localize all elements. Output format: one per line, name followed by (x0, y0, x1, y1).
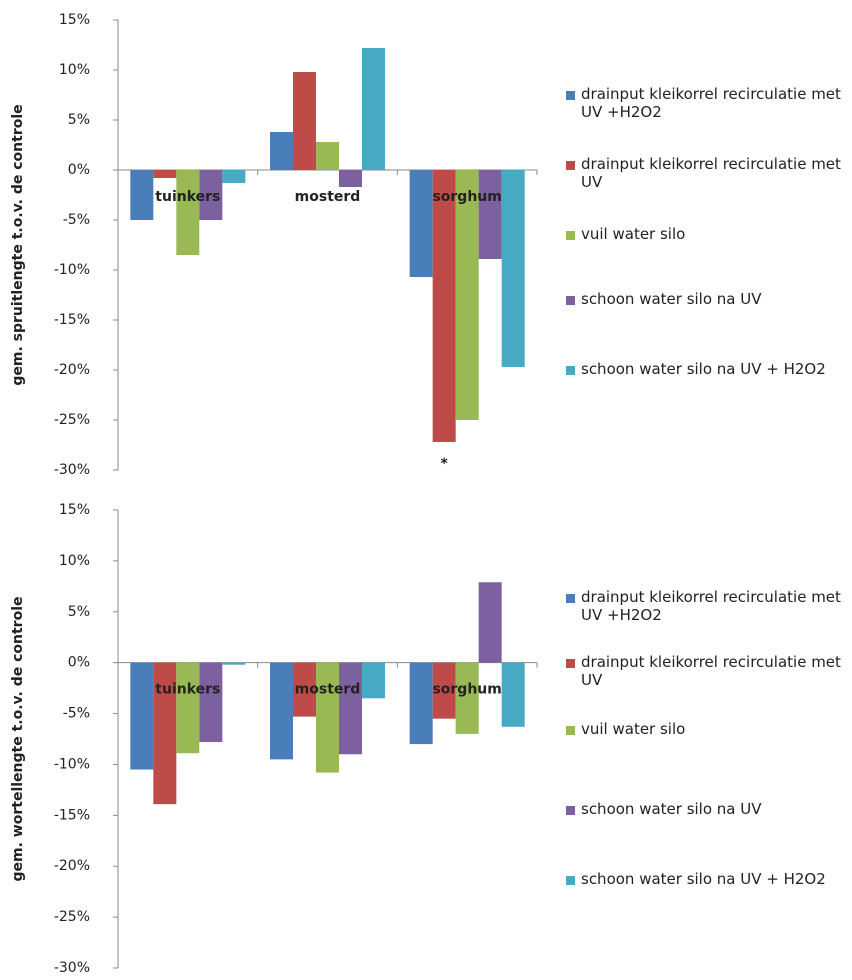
bar (362, 48, 385, 170)
y-tick-label: -15% (54, 312, 90, 328)
bar (199, 170, 223, 220)
y-tick-label: 10% (59, 62, 90, 78)
y-tick-label: 15% (59, 12, 90, 28)
category-label: mosterd (295, 682, 361, 698)
bar (455, 170, 479, 420)
y-tick-label: -15% (54, 807, 90, 823)
bar (176, 662, 200, 754)
bar (409, 170, 433, 277)
legend-label: drainput kleikorrel recirculatie met UV (581, 155, 841, 191)
legend-item: drainput kleikorrel recirculatie met UV (566, 653, 848, 689)
y-axis-label: gem. spruitlengte t.o.v. de controle (10, 104, 26, 385)
y-tick-label: 15% (59, 502, 90, 518)
bar (130, 662, 154, 770)
legend-item: schoon water silo na UV (566, 800, 848, 818)
legend-swatch (566, 659, 575, 668)
bar (501, 170, 525, 367)
category-label: sorghum (432, 189, 501, 205)
legend-swatch (566, 876, 575, 885)
bar (478, 582, 502, 663)
y-tick-label: -10% (54, 262, 90, 278)
bar (316, 662, 339, 773)
y-tick-label: -5% (63, 212, 90, 228)
legend-item: vuil water silo (566, 225, 848, 243)
y-tick-label: 0% (68, 162, 90, 178)
legend-label: drainput kleikorrel recirculatie met UV … (581, 85, 841, 121)
y-tick-label: -20% (54, 858, 90, 874)
legend-swatch (566, 296, 575, 305)
legend-label: drainput kleikorrel recirculatie met UV … (581, 588, 841, 624)
legend-swatch (566, 366, 575, 375)
legend-label: schoon water silo na UV (581, 290, 762, 308)
bar (270, 132, 293, 170)
bar (432, 662, 456, 719)
bar (199, 662, 223, 743)
legend-item: schoon water silo na UV + H2O2 (566, 870, 848, 888)
y-tick-label: -10% (54, 756, 90, 772)
bar (501, 662, 525, 727)
bar (339, 662, 362, 755)
legend-swatch (566, 594, 575, 603)
legend-item: drainput kleikorrel recirculatie met UV (566, 155, 848, 191)
y-tick-label: -30% (54, 960, 90, 976)
y-axis-label: gem. wortellengte t.o.v. de controle (10, 597, 26, 882)
bar (339, 170, 362, 187)
category-label: tuinkers (155, 189, 220, 205)
y-tick-label: -25% (54, 412, 90, 428)
bar (432, 170, 456, 442)
legend-swatch (566, 726, 575, 735)
bar (130, 170, 154, 220)
bar (455, 662, 479, 734)
legend-label: schoon water silo na UV (581, 800, 762, 818)
legend-label: schoon water silo na UV + H2O2 (581, 870, 826, 888)
bar (409, 662, 433, 745)
bar (316, 142, 339, 170)
legend-swatch (566, 231, 575, 240)
annotation: * (441, 456, 449, 472)
y-tick-label: 0% (68, 655, 90, 671)
bar (153, 170, 177, 178)
legend-item: drainput kleikorrel recirculatie met UV … (566, 85, 848, 121)
bar (478, 170, 502, 259)
bar (222, 662, 246, 665)
y-tick-label: -20% (54, 362, 90, 378)
legend-item: drainput kleikorrel recirculatie met UV … (566, 588, 848, 624)
y-tick-label: 5% (68, 604, 90, 620)
category-label: mosterd (295, 189, 361, 205)
legend-label: vuil water silo (581, 225, 686, 243)
y-tick-label: 5% (68, 112, 90, 128)
legend-swatch (566, 806, 575, 815)
bar (293, 662, 316, 717)
legend-swatch (566, 91, 575, 100)
bar (270, 662, 293, 760)
y-tick-label: -5% (63, 706, 90, 722)
y-tick-label: -25% (54, 909, 90, 925)
category-label: tuinkers (155, 682, 220, 698)
y-tick-label: 10% (59, 553, 90, 569)
legend-label: schoon water silo na UV + H2O2 (581, 360, 826, 378)
legend-item: schoon water silo na UV (566, 290, 848, 308)
bar (222, 170, 246, 183)
category-label: sorghum (432, 682, 501, 698)
legend-label: vuil water silo (581, 720, 686, 738)
bar (293, 72, 316, 170)
legend-item: vuil water silo (566, 720, 848, 738)
legend-label: drainput kleikorrel recirculatie met UV (581, 653, 841, 689)
legend-item: schoon water silo na UV + H2O2 (566, 360, 848, 378)
y-tick-label: -30% (54, 462, 90, 478)
bar (153, 662, 177, 805)
legend-swatch (566, 161, 575, 170)
bar (176, 170, 200, 255)
bar (362, 662, 385, 699)
